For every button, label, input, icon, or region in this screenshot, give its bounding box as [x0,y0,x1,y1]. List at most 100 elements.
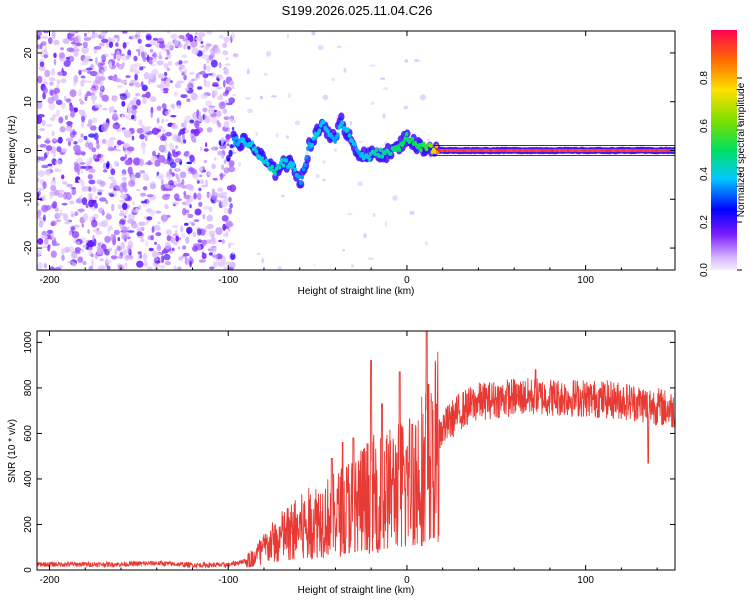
noise-blob [195,178,199,182]
noise-blob [138,119,143,126]
noise-blob [81,197,88,206]
noise-blob [41,231,48,236]
noise-blob [56,139,60,143]
noise-blob [67,128,73,132]
noise-blob [183,252,190,257]
noise-blob [214,47,221,55]
noise-blob [79,208,83,214]
noise-blob [100,85,104,91]
noise-blob [38,65,46,72]
noise-blob [49,81,54,86]
noise-blob [155,210,162,214]
noise-blob [87,240,95,248]
noise-blob [127,218,135,224]
noise-blob [78,98,83,102]
noise-blob [74,211,79,217]
noise-blob [43,214,46,222]
noise-blob [70,213,75,218]
noise-blob [198,259,207,263]
noise-blob [122,249,127,256]
noise-blob [186,226,193,234]
noise-blob [213,157,217,161]
noise-blob [336,45,342,49]
noise-blob [75,48,80,52]
noise-blob [70,226,76,231]
noise-blob [132,200,135,206]
noise-blob [275,132,279,138]
noise-blob [96,139,99,145]
noise-blob [175,173,179,179]
noise-blob [206,58,210,64]
noise-blob [42,31,50,34]
colorbar-gradient [711,30,737,270]
noise-blob [149,209,156,216]
noise-blob [143,126,150,133]
noise-blob [170,148,177,152]
noise-blob [130,173,135,178]
noise-blob [104,248,110,256]
noise-blob [219,172,223,181]
noise-blob [55,167,59,172]
noise-blob [99,90,103,98]
signal-core [291,162,296,167]
noise-blob [90,94,98,101]
noise-blob [107,37,112,43]
noise-blob [225,221,234,228]
noise-blob [89,70,98,77]
noise-blob [93,238,97,247]
noise-blob [156,244,161,252]
spectrogram-marks [37,31,675,270]
noise-blob [77,256,83,263]
noise-blob [165,229,172,235]
noise-blob [188,72,195,75]
noise-blob [127,196,132,202]
noise-blob [80,169,84,175]
noise-blob [97,191,103,196]
noise-blob [231,85,235,90]
noise-blob [186,183,193,190]
noise-blob [45,145,53,152]
noise-blob [207,171,212,176]
noise-blob [38,261,43,270]
noise-blob [70,111,75,118]
noise-blob [218,61,222,69]
noise-blob [161,129,167,133]
noise-blob [224,99,228,103]
noise-blob [87,31,90,34]
noise-blob [196,228,202,236]
noise-blob [191,47,199,55]
noise-blob [223,167,230,174]
noise-blob [106,139,114,148]
noise-blob [121,31,128,34]
noise-blob [380,77,386,80]
noise-blob [110,255,118,260]
noise-blob [73,74,79,83]
noise-blob [62,181,68,185]
noise-blob [196,192,202,201]
noise-blob [124,262,128,268]
noise-blob [108,247,113,252]
noise-blob [203,111,207,117]
noise-blob [221,239,225,245]
noise-blob [111,113,119,122]
noise-blob [85,80,92,83]
y-tick-label: 0 [23,567,34,573]
noise-blob [424,240,428,246]
noise-blob [215,227,223,235]
noise-blob [192,231,197,238]
noise-blob [47,163,53,167]
noise-blob [227,118,233,121]
signal-core [397,147,402,152]
noise-blob [224,139,230,143]
noise-blob [161,118,165,124]
noise-blob [145,43,152,48]
signal-core [333,139,337,144]
noise-blob [133,157,141,166]
noise-blob [221,154,225,159]
noise-blob [404,59,408,63]
noise-blob [212,177,218,181]
noise-blob [119,219,126,226]
noise-blob [93,46,102,50]
noise-blob [180,94,188,99]
noise-blob [80,151,86,156]
